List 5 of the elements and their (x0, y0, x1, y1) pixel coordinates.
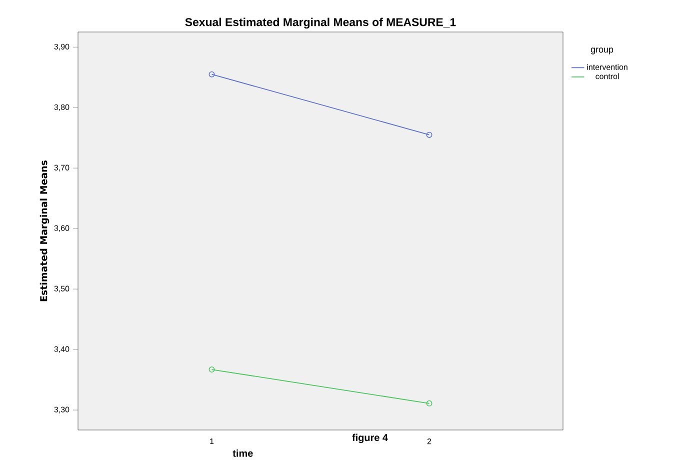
chart-title: Sexual Estimated Marginal Means of MEASURE_1 (185, 18, 456, 28)
y-axis-title: Estimated Marginal Means (40, 160, 50, 302)
x-axis-title: time (232, 450, 253, 457)
caption: figure 4 (352, 434, 388, 444)
legend-title: group (590, 48, 614, 54)
